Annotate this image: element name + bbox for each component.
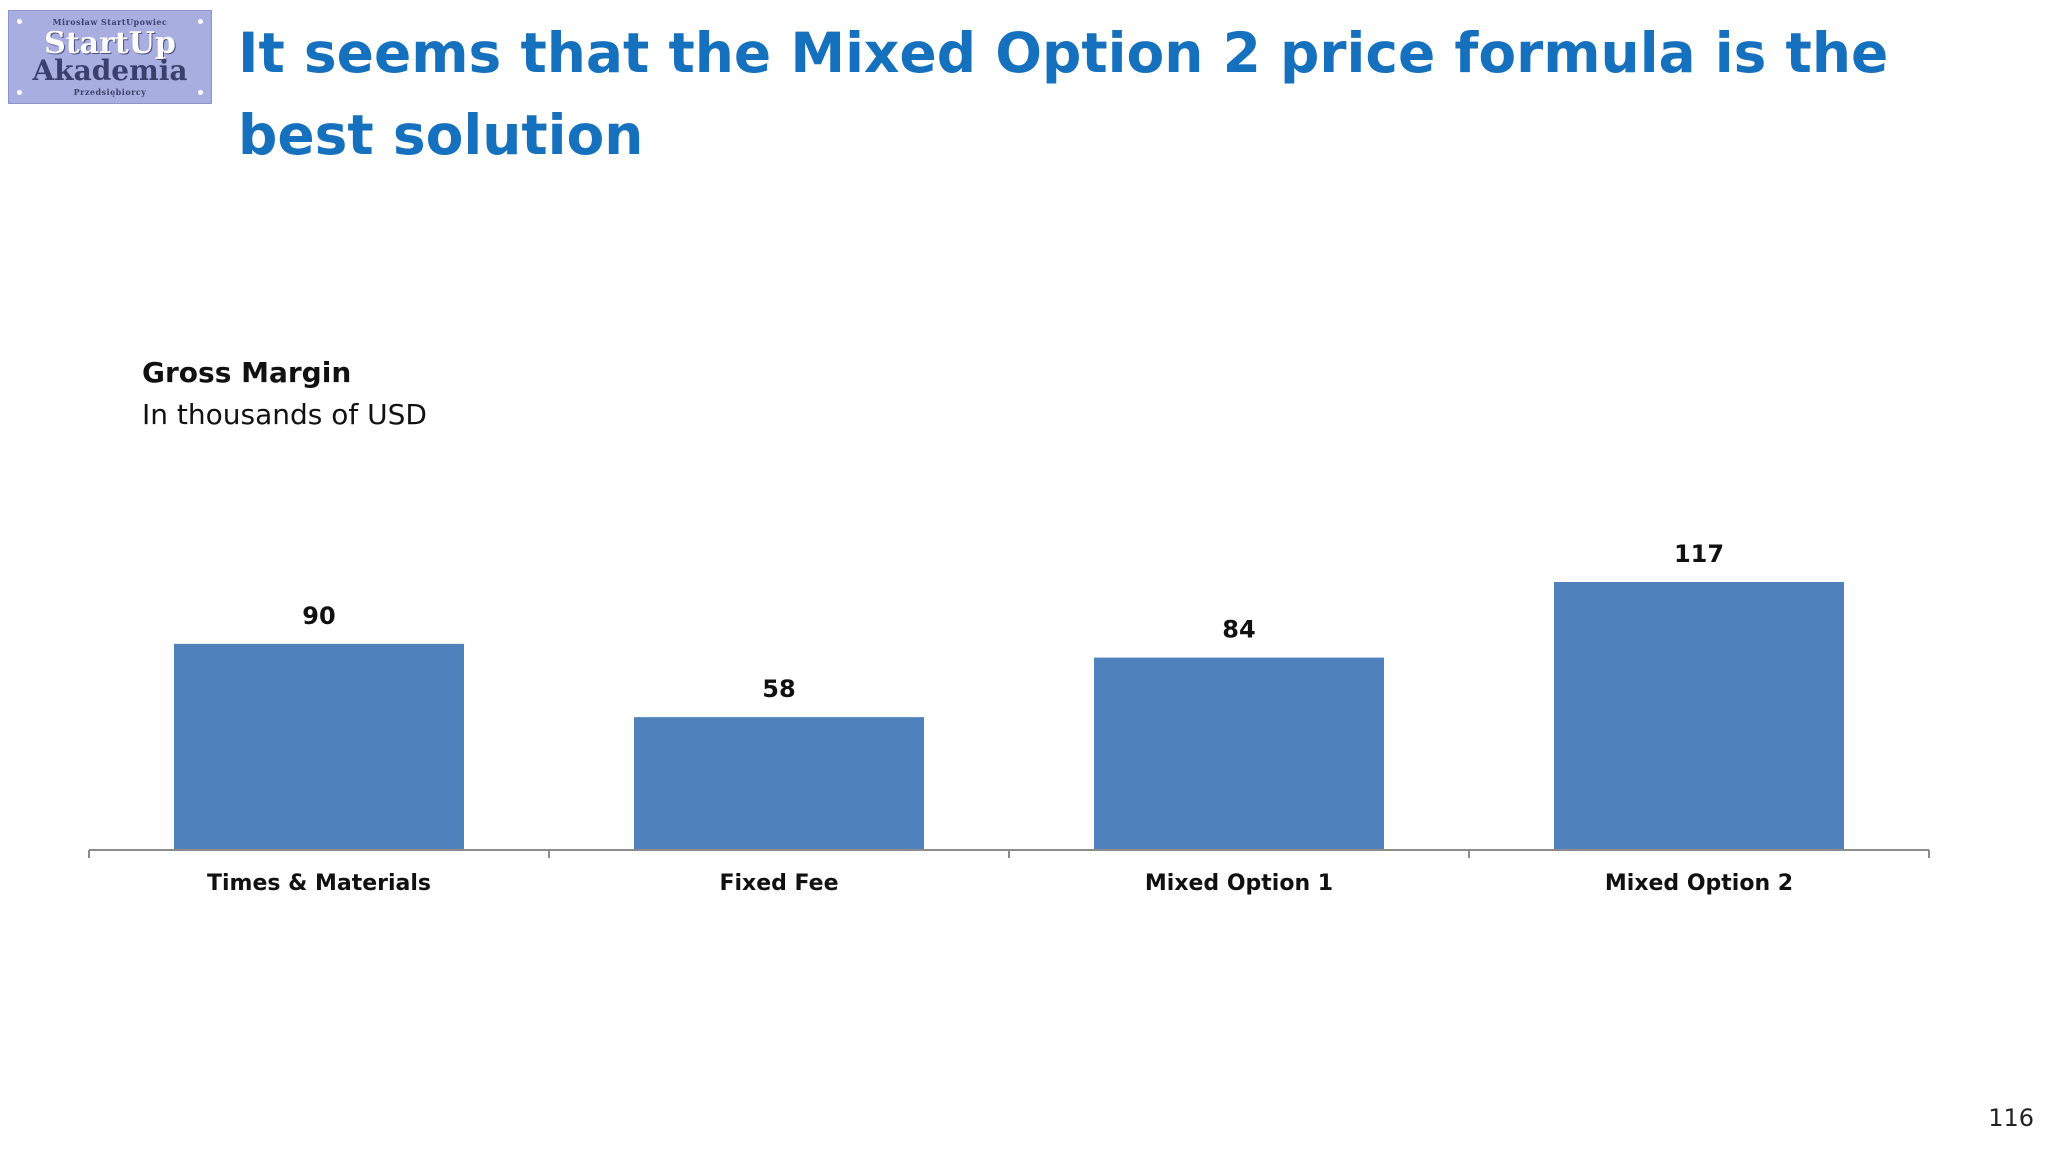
data-label-3: 84 — [1222, 616, 1255, 644]
startup-akademia-logo: Mirosław StartUpowiec StartUp Akademia P… — [8, 10, 212, 104]
data-label-1: 90 — [302, 602, 335, 630]
category-label-2: Fixed Fee — [719, 871, 838, 896]
logo-corner-dot — [17, 90, 22, 95]
bar-1 — [174, 643, 464, 850]
page-number: 116 — [1988, 1104, 2034, 1132]
bar-4 — [1554, 582, 1844, 850]
slide-title: It seems that the Mixed Option 2 price f… — [238, 21, 1889, 167]
data-label-2: 58 — [762, 675, 795, 703]
logo-corner-dot — [198, 90, 203, 95]
logo-corner-dot — [198, 19, 203, 24]
bar-3 — [1094, 657, 1384, 850]
chart-subtitle: In thousands of USD — [142, 398, 427, 431]
logo-corner-dot — [17, 19, 22, 24]
data-label-4: 117 — [1674, 540, 1724, 568]
logo-brand-line2: Akademia — [32, 54, 188, 87]
logo-brand-line1: StartUp — [44, 26, 176, 61]
logo-bottom-text: Przedsiębiorcy — [73, 87, 147, 97]
bar-2 — [634, 717, 924, 850]
category-label-4: Mixed Option 2 — [1605, 871, 1793, 896]
category-label-3: Mixed Option 1 — [1145, 871, 1333, 896]
chart-title: Gross Margin — [142, 356, 352, 389]
category-label-1: Times & Materials — [207, 871, 431, 896]
logo-top-text: Mirosław StartUpowiec — [52, 17, 168, 27]
